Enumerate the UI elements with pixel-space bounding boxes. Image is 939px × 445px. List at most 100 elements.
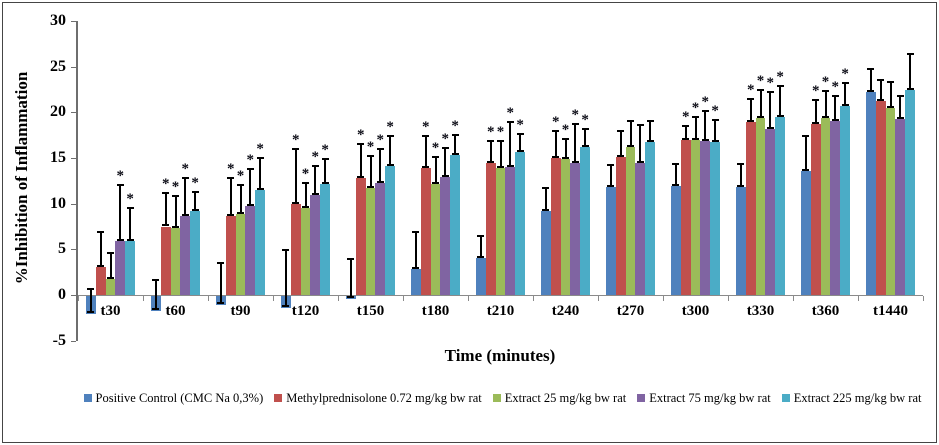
bar — [775, 116, 785, 295]
error-bar — [867, 68, 875, 93]
significance-asterisk: * — [681, 109, 690, 126]
x-axis-title: Time (minutes) — [444, 346, 556, 365]
bar — [635, 163, 646, 295]
legend-swatch — [492, 394, 501, 402]
significance-asterisk: * — [116, 168, 125, 185]
y-tick-label: 5 — [58, 240, 66, 258]
bar — [625, 147, 636, 295]
error-bar — [217, 262, 225, 305]
legend-item: Extract 25 mg/kg bw rat — [492, 391, 627, 405]
bar — [515, 151, 525, 295]
y-axis-tick — [71, 21, 76, 22]
y-tick-label: 30 — [50, 12, 66, 29]
significance-asterisk: * — [766, 75, 775, 92]
bar — [320, 184, 330, 295]
bar — [95, 266, 106, 295]
error-bar — [246, 168, 254, 207]
bar — [310, 194, 321, 295]
y-tick-label: -5 — [52, 331, 66, 349]
legend-swatch — [781, 394, 790, 402]
bar — [365, 188, 376, 295]
bar — [411, 269, 421, 295]
error-bar — [367, 155, 374, 189]
error-bar — [906, 52, 914, 91]
error-bar — [347, 257, 355, 298]
x-axis-tick — [273, 296, 274, 301]
error-bar — [422, 135, 430, 169]
bar — [885, 107, 896, 295]
x-axis-tick — [728, 296, 729, 301]
bar — [745, 122, 756, 295]
error-bar — [562, 137, 569, 159]
significance-asterisk: * — [691, 99, 700, 116]
y-axis-tick — [71, 203, 76, 205]
error-bar — [237, 183, 244, 214]
significance-asterisk: * — [451, 118, 459, 135]
bar — [700, 140, 711, 295]
error-bar — [87, 287, 95, 314]
bar — [580, 147, 590, 295]
significance-asterisk: * — [366, 139, 375, 156]
category-label: t150 — [356, 303, 385, 319]
legend-item: Methylprednisolone 0.72 mg/kg bw rat — [274, 391, 482, 405]
error-bar — [181, 177, 189, 217]
bar — [505, 167, 516, 295]
bar — [671, 186, 681, 295]
error-bar — [302, 181, 309, 209]
bar — [736, 187, 746, 295]
bar — [570, 162, 581, 295]
error-bar — [581, 127, 589, 148]
bar — [495, 168, 506, 295]
error-bar — [172, 194, 179, 229]
y-tick-label: 15 — [50, 149, 66, 166]
y-axis-tick — [71, 340, 76, 342]
bar — [866, 92, 876, 295]
significance-asterisk: * — [776, 68, 784, 85]
significance-asterisk: * — [291, 131, 300, 148]
category-label: t60 — [165, 303, 186, 319]
x-axis-tick — [403, 296, 404, 301]
significance-asterisk: * — [841, 66, 849, 83]
bar — [180, 216, 191, 295]
category-label: t30 — [100, 303, 121, 319]
bar — [550, 158, 561, 295]
bar — [755, 117, 766, 295]
significance-asterisk: * — [831, 78, 840, 95]
error-bar — [116, 184, 124, 242]
error-bar — [227, 177, 235, 216]
bar — [801, 170, 811, 295]
significance-asterisk: * — [551, 113, 560, 130]
significance-asterisk: * — [496, 123, 505, 140]
error-bar — [802, 135, 810, 171]
error-bar — [607, 164, 615, 188]
bar — [355, 178, 366, 295]
error-bar — [107, 252, 114, 279]
significance-asterisk: * — [301, 165, 310, 182]
x-axis-tick — [78, 296, 79, 301]
significance-asterisk: * — [171, 178, 180, 195]
bar — [430, 184, 441, 295]
error-bar — [506, 121, 514, 168]
error-bar — [737, 162, 745, 188]
error-bar — [191, 190, 199, 211]
bar — [125, 241, 135, 295]
error-bar — [812, 98, 820, 125]
y-tick-label: 20 — [50, 103, 66, 121]
significance-asterisk: * — [246, 152, 255, 169]
y-axis-tick — [71, 295, 76, 296]
error-bar — [516, 133, 524, 152]
significance-asterisk: * — [711, 102, 719, 119]
bar — [290, 203, 301, 295]
category-label: t270 — [616, 303, 645, 319]
bar — [485, 162, 496, 295]
error-bar — [256, 157, 264, 190]
x-axis-tick — [923, 296, 924, 301]
x-axis-tick — [663, 296, 664, 301]
error-bar — [432, 156, 439, 185]
significance-asterisk: * — [256, 141, 264, 158]
significance-asterisk: * — [236, 167, 245, 184]
error-bar — [487, 139, 495, 163]
legend-label: Extract 25 mg/kg bw rat — [504, 391, 627, 405]
